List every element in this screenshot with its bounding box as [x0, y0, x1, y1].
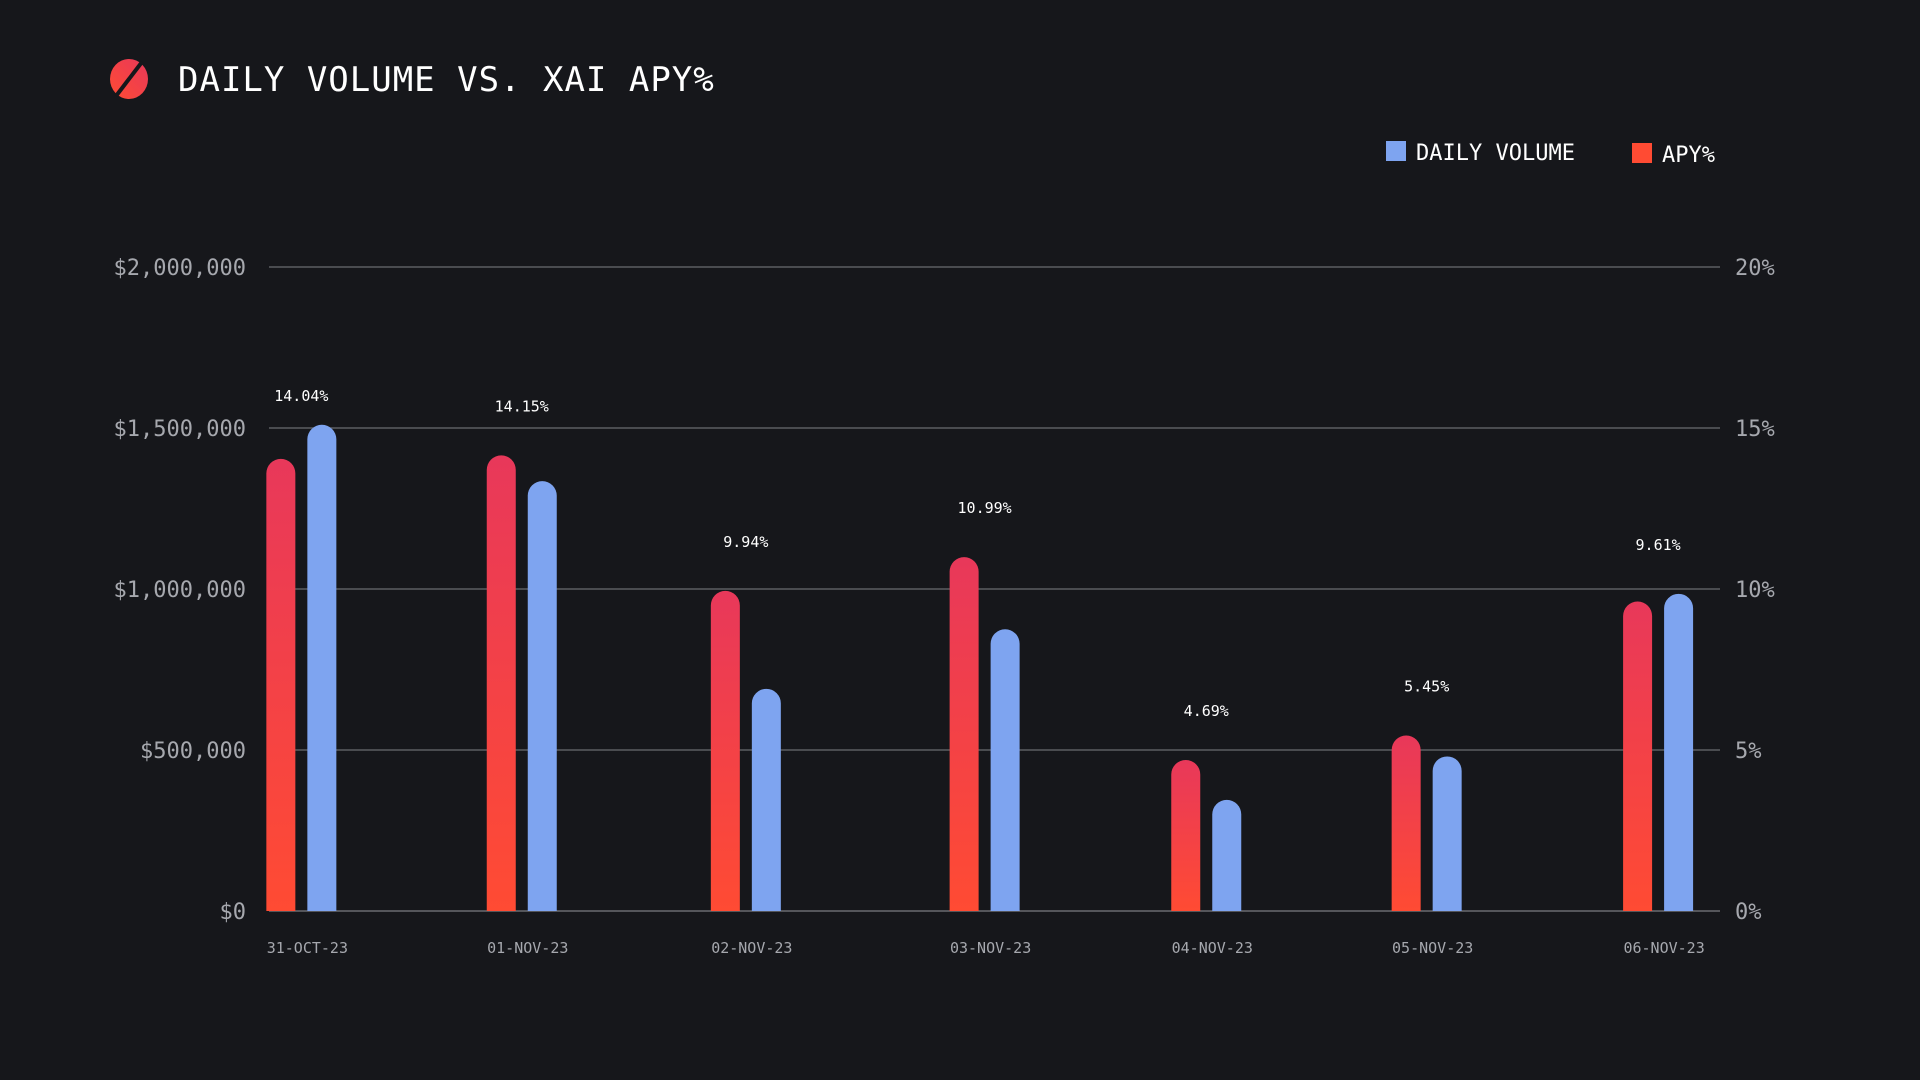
x-axis-tick: 04-NOV-23 — [1172, 939, 1253, 957]
legend-label-apy: APY% — [1662, 143, 1715, 168]
apy-bar — [266, 458, 296, 911]
left-axis-tick: $1,500,000 — [114, 417, 246, 442]
legend-swatch-apy — [1632, 143, 1652, 163]
volume-bar — [990, 629, 1020, 911]
volume-bar — [527, 481, 557, 911]
legend-swatch-volume — [1386, 141, 1406, 161]
right-axis-tick: 20% — [1735, 256, 1775, 281]
right-axis-tick: 5% — [1735, 739, 1762, 764]
apy-bar — [1623, 601, 1653, 911]
right-axis-tick: 0% — [1735, 900, 1762, 925]
x-axis-tick: 02-NOV-23 — [711, 939, 792, 957]
logo-icon — [110, 59, 148, 99]
apy-bar — [710, 590, 740, 911]
apy-data-label: 14.15% — [495, 397, 549, 415]
volume-bar — [1664, 593, 1694, 911]
apy-data-label: 9.61% — [1636, 536, 1681, 554]
apy-data-label: 14.04% — [274, 387, 328, 405]
apy-data-label: 5.45% — [1404, 678, 1449, 696]
volume-bar — [1212, 799, 1242, 911]
apy-data-label: 9.94% — [723, 533, 768, 551]
apy-data-label: 4.69% — [1184, 702, 1229, 720]
volume-bar — [1432, 756, 1462, 911]
apy-bar — [949, 557, 979, 911]
right-axis-tick: 10% — [1735, 578, 1775, 603]
legend: DAILY VOLUME APY% — [1386, 141, 1715, 168]
apy-bar — [1171, 759, 1201, 911]
volume-bar — [307, 424, 337, 911]
left-axis-tick: $2,000,000 — [114, 256, 246, 281]
bars: 14.04% 14.15% 9.94% 10.99% 4.69% 5.45% 9.61% — [266, 387, 1694, 911]
x-axis-tick: 06-NOV-23 — [1623, 939, 1704, 957]
apy-bar — [1391, 735, 1421, 911]
left-axis-tick: $1,000,000 — [114, 578, 246, 603]
left-axis-tick: $0 — [220, 900, 247, 925]
left-axis-tick: $500,000 — [140, 739, 246, 764]
right-axis-tick: 15% — [1735, 417, 1775, 442]
x-axis-tick: 31-OCT-23 — [267, 939, 348, 957]
x-axis-tick: 01-NOV-23 — [487, 939, 568, 957]
x-axis-tick: 05-NOV-23 — [1392, 939, 1473, 957]
apy-bar — [486, 455, 516, 911]
legend-label-volume: DAILY VOLUME — [1416, 141, 1575, 166]
volume-bar — [751, 688, 781, 911]
apy-data-label: 10.99% — [958, 499, 1012, 517]
chart-title: DAILY VOLUME VS. XAI APY% — [178, 60, 715, 100]
x-axis-tick: 03-NOV-23 — [950, 939, 1031, 957]
